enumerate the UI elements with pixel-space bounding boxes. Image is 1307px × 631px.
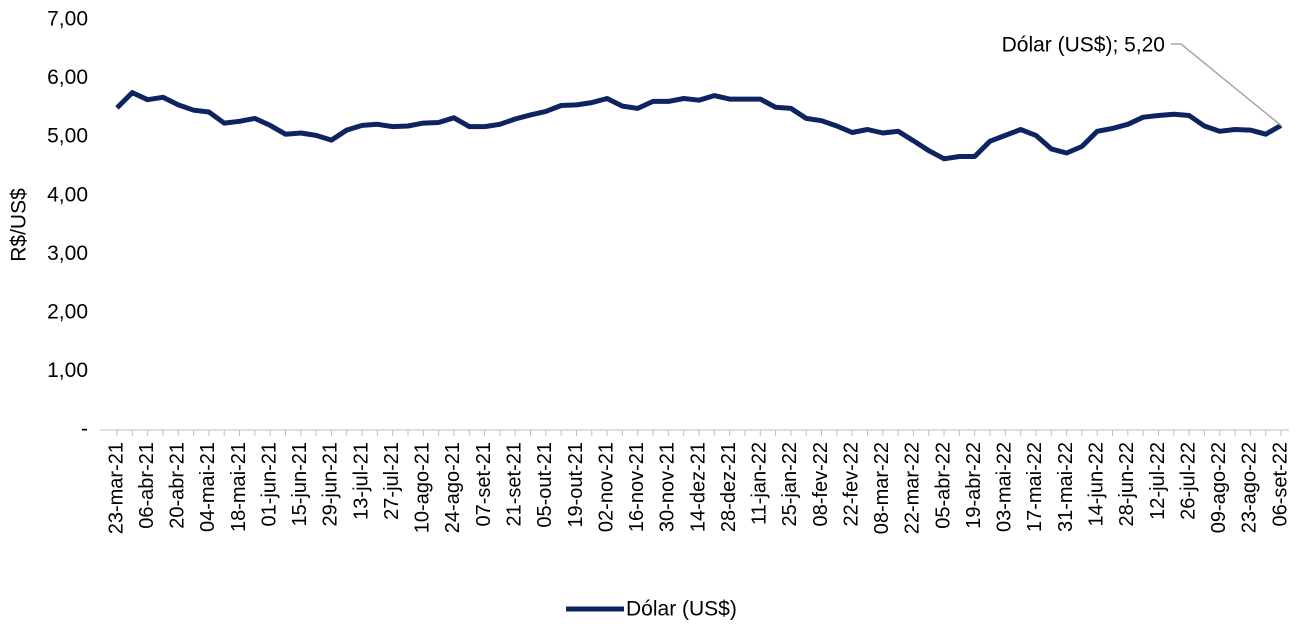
x-tick-label: 23-ago-22 [1239,442,1261,533]
x-tick-label: 22-fev-22 [840,442,862,527]
x-tick-label: 30-nov-21 [657,442,679,532]
x-tick-label: 29-jun-21 [320,442,342,527]
x-tick-label: 04-mai-21 [197,442,219,532]
x-tick-label: 09-ago-22 [1208,442,1230,533]
x-tick-label: 24-ago-21 [442,442,464,533]
label-leader [1171,43,1282,127]
x-tick-label: 12-jul-22 [1147,442,1169,520]
x-tick-label: 20-abr-21 [167,442,189,529]
x-tick-label: 19-out-21 [565,442,587,528]
data-line [115,90,1283,162]
x-tick-label: 14-dez-21 [687,442,709,532]
x-tick-label: 08-fev-22 [810,442,832,527]
x-tick-label: 23-mar-21 [105,442,127,534]
x-tick-label: 01-jun-21 [258,442,280,527]
x-tick-label: 16-nov-21 [626,442,648,532]
y-axis-label: R$/US$ [8,188,31,262]
x-tick-label: 06-abr-21 [136,442,158,529]
x-tick-label: 08-mar-22 [871,442,893,534]
x-tick-label: 17-mai-22 [1024,442,1046,532]
x-tick-label: 28-dez-21 [718,442,740,532]
x-tick-label: 11-jan-22 [749,442,771,525]
x-tick-label: 05-out-21 [534,442,556,528]
x-tick-label: 03-mai-22 [994,442,1016,532]
y-tick-label: 4,00 [47,183,88,206]
x-tick-label: 07-set-21 [473,442,495,526]
x-tick-label: 26-jul-22 [1177,442,1199,520]
x-tick-label: 28-jun-22 [1116,442,1138,527]
x-tick-label: 02-nov-21 [595,442,617,532]
x-tick-label: 22-mar-22 [902,442,924,534]
x-tick-label: 15-jun-21 [289,442,311,527]
y-tick-label: 7,00 [47,8,88,31]
legend-label: Dólar (US$) [626,598,737,621]
x-tick-label: 27-jul-21 [381,442,403,520]
y-tick-label: 6,00 [47,66,88,89]
x-tick-label: 25-jan-22 [779,442,801,527]
x-tick-label: 31-mai-22 [1055,442,1077,532]
x-tick-label: 06-set-22 [1269,442,1291,527]
y-tick-label: 5,00 [47,125,88,148]
x-tick-label: 14-jun-22 [1085,442,1107,527]
x-tick-label: 05-abr-22 [932,442,954,529]
data-label: Dólar (US$); 5,20 [1002,34,1165,57]
x-tick-label: 10-ago-21 [412,442,434,533]
x-tick-label: 18-mai-21 [228,442,250,532]
x-tick-label: 21-set-21 [503,442,525,527]
y-tick-label: 2,00 [47,300,88,323]
y-tick-label: 3,00 [47,242,88,265]
y-tick-label: - [81,418,88,441]
y-tick-label: 1,00 [47,359,88,382]
x-tick-label: 19-abr-22 [963,442,985,529]
x-tick-label: 13-jul-21 [350,442,372,520]
